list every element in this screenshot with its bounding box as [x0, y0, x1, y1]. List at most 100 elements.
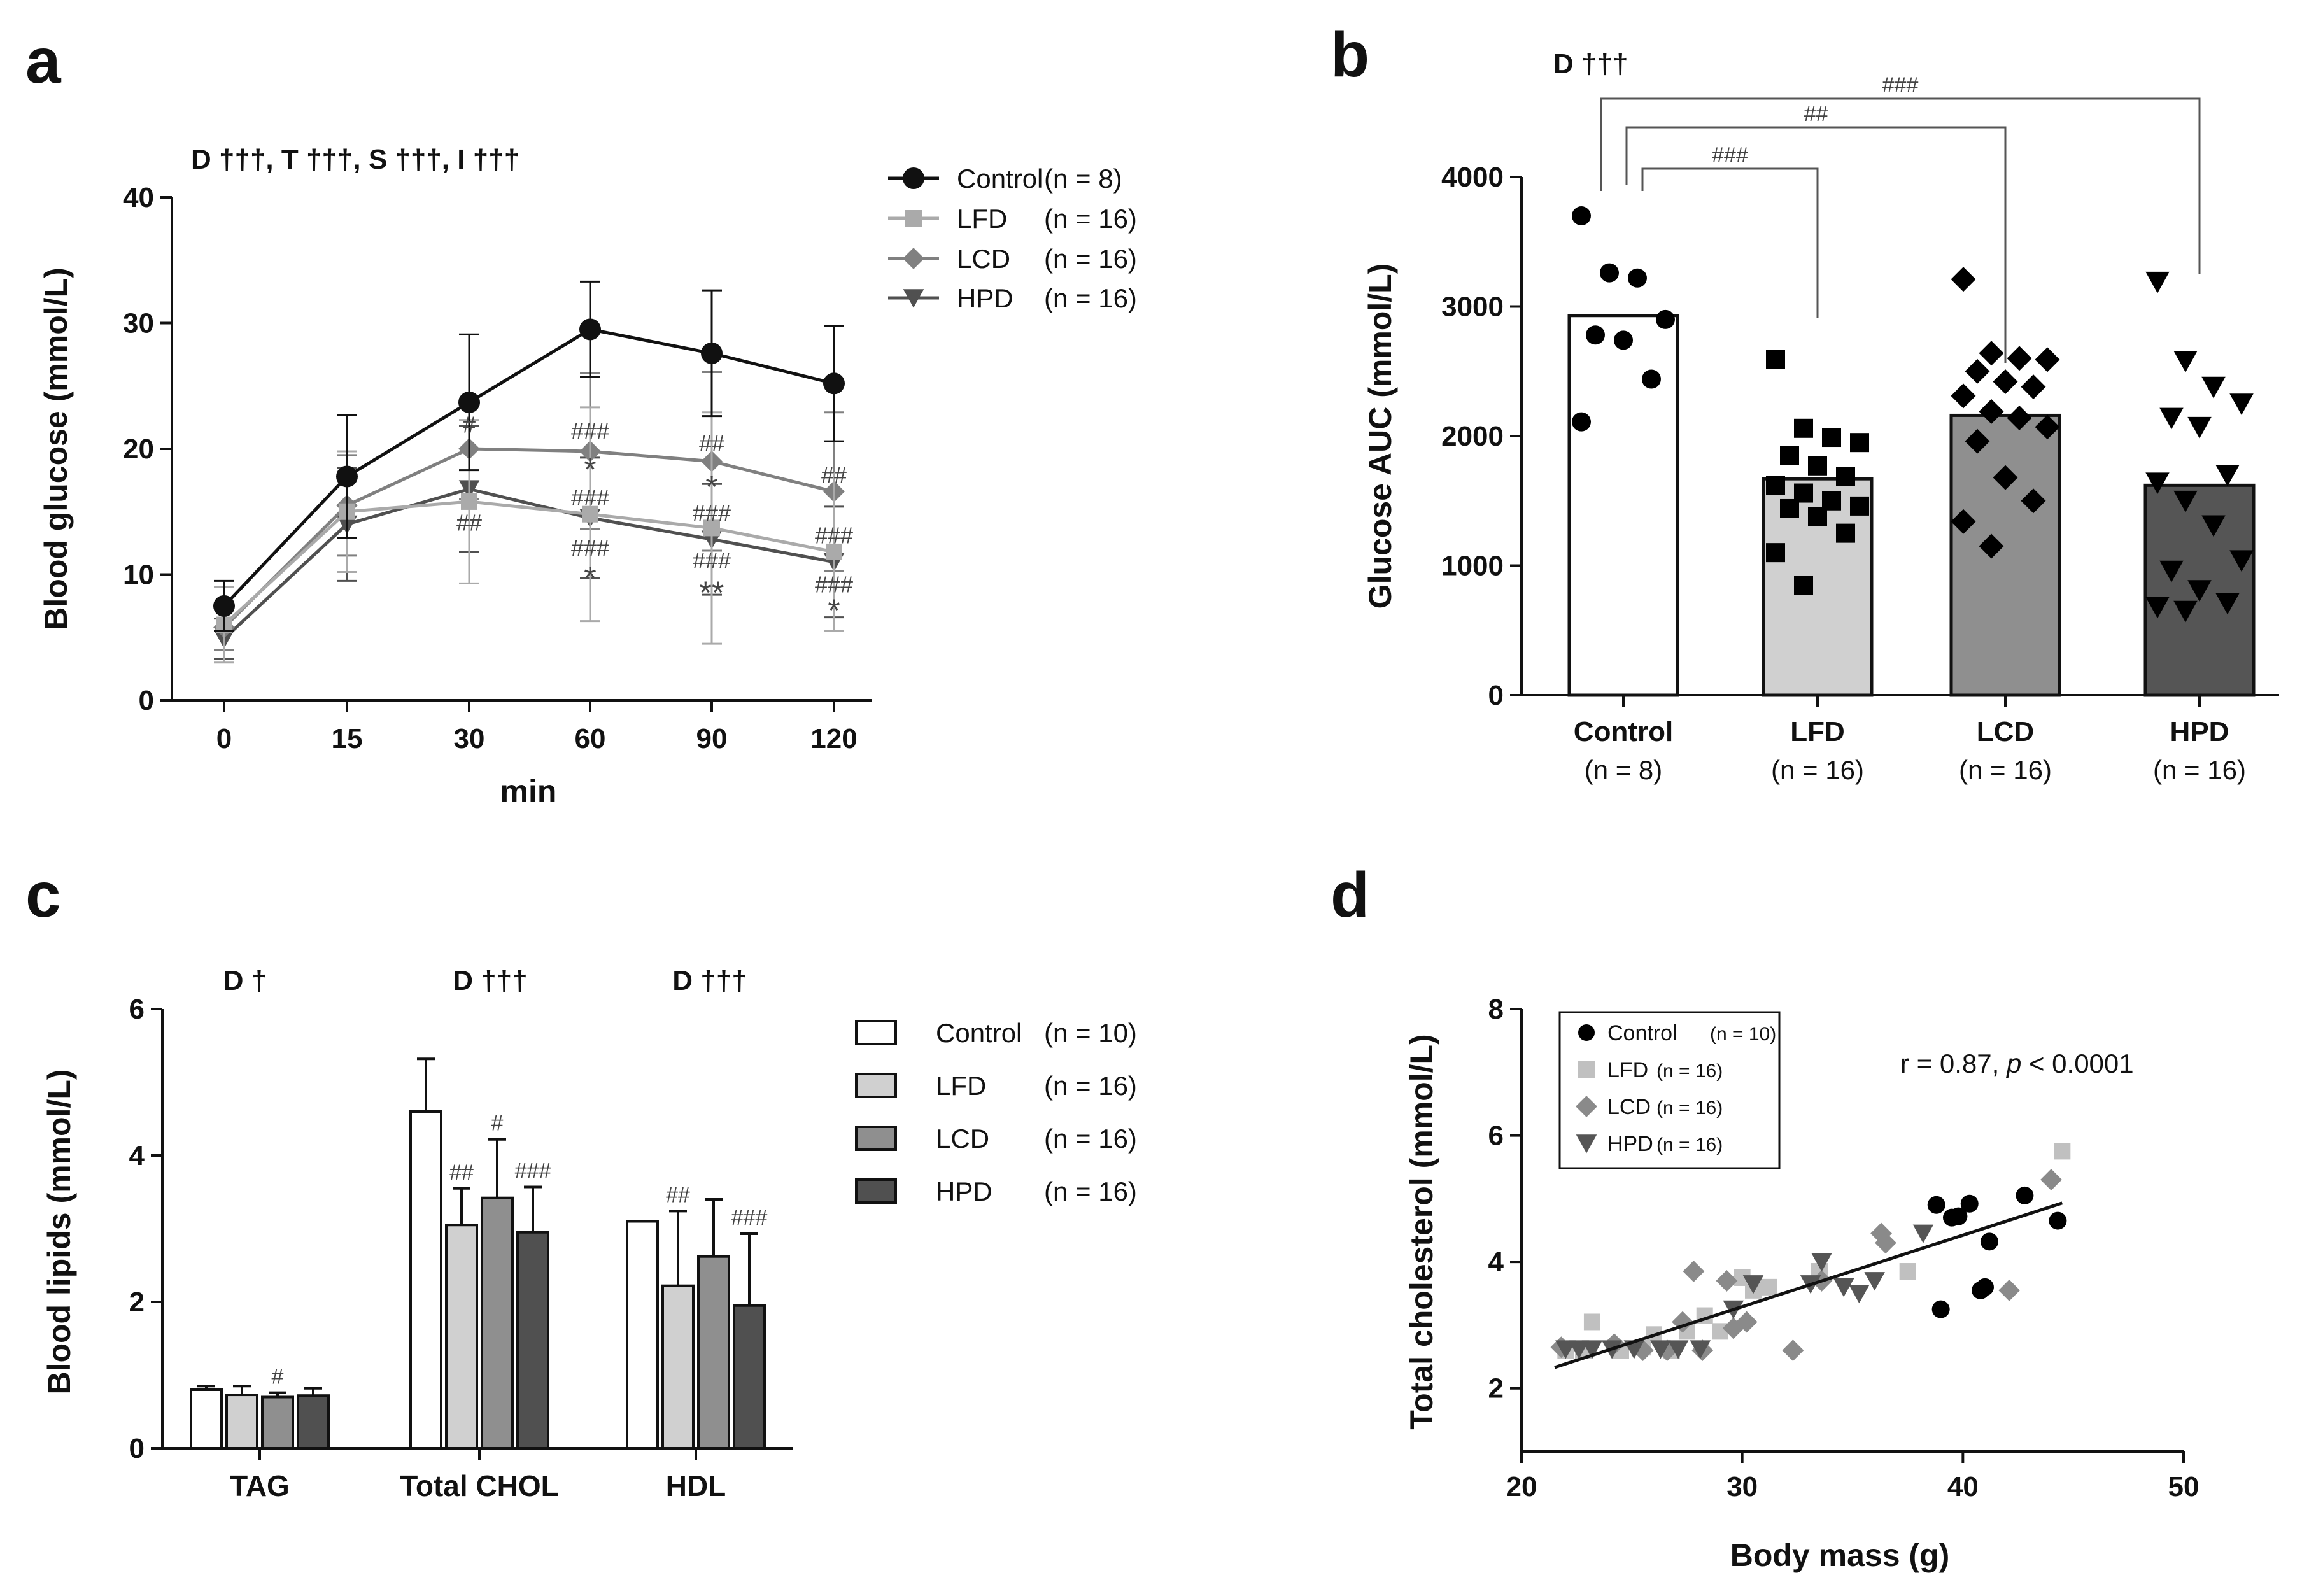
data-point-control [1960, 1194, 1979, 1213]
data-point-hpd [1667, 1340, 1689, 1359]
legend-label: LCD [936, 1124, 989, 1154]
significance-bracket [1600, 97, 2201, 274]
significance-mark: ### [693, 547, 731, 574]
y-tick-label: 4 [129, 1140, 145, 1171]
y-axis-label: Blood lipids (mmol/L) [41, 1069, 77, 1394]
x-tick-n: (n = 16) [1771, 755, 1864, 785]
legend-n: (n = 10) [1710, 1024, 1776, 1045]
y-tick-label: 2000 [1441, 421, 1504, 452]
data-point-control [1628, 268, 1647, 288]
data-point-lcd [1951, 383, 1976, 409]
legend-n: (n = 16) [1044, 283, 1137, 313]
significance-mark: # [491, 1112, 504, 1136]
significance-mark: ### [815, 522, 853, 548]
y-tick-label: 30 [123, 308, 154, 339]
significance-mark: ### [693, 500, 731, 526]
correlation-p-value: < 0.0001 [2021, 1049, 2133, 1078]
bar-tag-lfd [225, 1394, 258, 1450]
legend-swatch-lfd [855, 1073, 897, 1098]
bar-hdl-hpd [733, 1304, 766, 1450]
x-tick-label: 60 [575, 723, 606, 754]
y-tick-label: 20 [123, 434, 154, 465]
data-point-lcd [2007, 346, 2032, 371]
data-point-hpd [2145, 271, 2170, 293]
x-tick-n: (n = 8) [1585, 755, 1663, 785]
data-point-control [1656, 309, 1675, 329]
legend-swatch-control [855, 1020, 897, 1045]
significance-mark: * [828, 593, 840, 628]
x-tick-label: 0 [216, 723, 232, 754]
group-stats: D ††† [453, 965, 527, 996]
legend-label: HPD [936, 1176, 992, 1206]
legend-n: (n = 16) [1044, 1124, 1137, 1154]
data-point-hpd [1650, 1340, 1671, 1359]
legend-marker-lcd [1576, 1096, 1597, 1117]
legend-marker-control [1578, 1024, 1595, 1041]
significance-mark: * [584, 452, 596, 488]
data-point-lcd [2021, 374, 2046, 400]
data-point-lfd [2054, 1143, 2071, 1160]
data-point-control [2049, 1211, 2067, 1230]
bar-control [1567, 314, 1679, 697]
data-point-lfd [1836, 467, 1855, 486]
data-point-lcd [1965, 358, 1990, 384]
series-line-control [223, 327, 835, 607]
panel-letter-b: b [1331, 19, 1369, 90]
legend-marker-hpd [1576, 1134, 1597, 1154]
data-point-hpd [2215, 465, 2240, 486]
x-tick-label: LFD [1790, 716, 1845, 747]
data-point-lcd [2035, 347, 2060, 372]
legend-marker-hpd [903, 289, 924, 308]
y-tick-label: 6 [1488, 1120, 1504, 1152]
x-tick-label: 40 [1947, 1471, 1979, 1502]
legend-marker-lfd [1578, 1061, 1595, 1078]
x-axis-label: Body mass (g) [1730, 1537, 1950, 1573]
y-tick-label: 3000 [1441, 292, 1504, 323]
significance-mark: * [584, 560, 596, 595]
panel-letter-c: c [25, 859, 61, 931]
x-tick-n: (n = 16) [1959, 755, 2052, 785]
y-tick-label: 0 [139, 685, 154, 716]
data-point-lcd [1683, 1261, 1705, 1282]
bar-tag-hpd [297, 1394, 330, 1450]
legend-n: (n = 16) [1044, 244, 1137, 274]
bracket-label: ### [1712, 143, 1748, 167]
data-point-lcd [2021, 488, 2046, 514]
data-point-lfd [1583, 1313, 1600, 1331]
data-point-hpd [2201, 376, 2226, 399]
significance-mark: ## [699, 430, 724, 456]
significance-mark: ### [571, 484, 609, 511]
data-point-lfd [1899, 1263, 1916, 1280]
y-tick-label: 40 [123, 182, 154, 213]
legend-swatch-lcd [855, 1126, 897, 1151]
y-axis-label: Blood glucose (mmol/L) [38, 267, 74, 630]
x-tick-label: 30 [1726, 1471, 1758, 1502]
panel-letter-a: a [25, 25, 62, 97]
y-tick-label: 8 [1488, 994, 1504, 1025]
bracket-label: ## [1804, 102, 1828, 126]
significance-mark: ## [666, 1183, 690, 1207]
data-point-lcd [1875, 1232, 1896, 1254]
data-point-hpd [2145, 597, 2170, 619]
panel-a-glucose-curve: 0 10 20 30 40 0 15 30 60 90 120 min Blood glucose (m… [38, 164, 1137, 809]
data-point-lfd [1760, 1278, 1777, 1296]
data-point-hpd [1849, 1284, 1870, 1304]
y-tick-label: 4 [1488, 1246, 1504, 1278]
regression-line [1554, 1201, 2063, 1369]
data-point-lcd [2040, 1169, 2062, 1190]
legend-label: LFD [936, 1071, 986, 1101]
data-point-lcd [1951, 267, 1976, 292]
correlation-p-symbol: p [2005, 1049, 2021, 1078]
data-point-hpd [1568, 1340, 1590, 1359]
significance-mark: # [272, 1365, 284, 1389]
data-point-hpd [1833, 1278, 1854, 1297]
bar-total-chol-lcd [481, 1196, 514, 1450]
x-tick-label: HPD [2170, 716, 2229, 747]
x-tick-label: Control [1574, 716, 1673, 747]
data-point-control [1572, 412, 1591, 432]
data-point-hpd [2187, 580, 2212, 602]
data-point-control [1931, 1300, 1950, 1318]
data-point-control [1980, 1232, 1998, 1251]
significance-mark: ** [700, 575, 724, 611]
